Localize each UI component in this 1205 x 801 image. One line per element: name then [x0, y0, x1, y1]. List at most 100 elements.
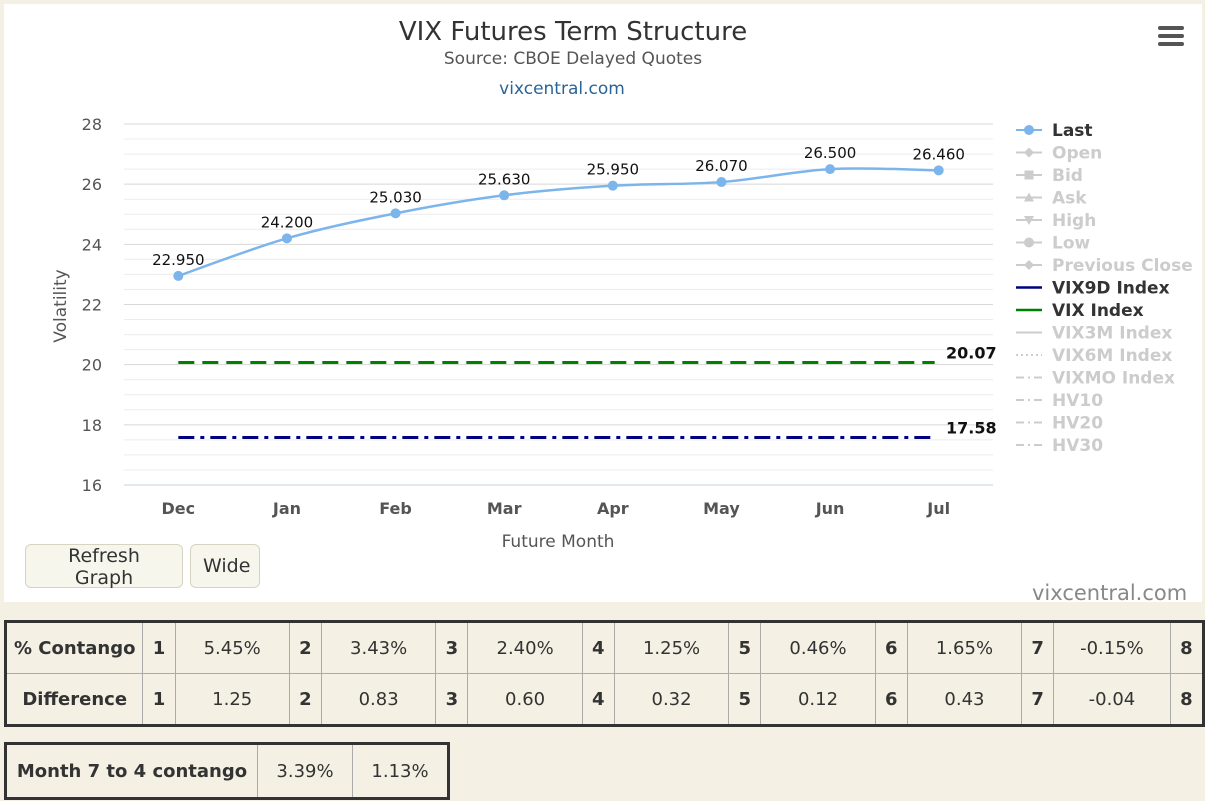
- wide-button[interactable]: Wide: [190, 544, 260, 588]
- x-axis-ticks: Dec Jan Feb Mar Apr May Jun Jul: [162, 499, 951, 518]
- cell-value: 0.43: [906, 673, 1023, 726]
- legend-label: Low: [1052, 234, 1091, 254]
- x-axis-label: Future Month: [502, 532, 615, 552]
- legend-item[interactable]: VIX9D Index: [1016, 279, 1170, 299]
- chart-menu-button[interactable]: [1156, 22, 1186, 52]
- legend-item[interactable]: Open: [1016, 144, 1102, 164]
- table-row: Month 7 to 4 contango 3.39% 1.13%: [5, 743, 449, 799]
- data-label: 25.030: [369, 188, 422, 206]
- month-number: 2: [288, 621, 322, 674]
- credit-text: vixcentral.com: [1032, 581, 1188, 605]
- y-tick-label: 18: [82, 416, 102, 435]
- chart-title: VIX Futures Term Structure: [399, 17, 747, 47]
- contango-table: % Contango 1 5.45% 2 3.43% 3 2.40% 4 1.25% 5 0.46%…: [4, 620, 1205, 727]
- month-number: 5: [728, 673, 762, 726]
- legend-item[interactable]: VIX Index: [1016, 301, 1144, 321]
- data-point[interactable]: [173, 270, 184, 281]
- data-label: 26.460: [912, 145, 965, 163]
- legend-item[interactable]: HV20: [1016, 414, 1103, 434]
- legend-label: Last: [1052, 121, 1093, 141]
- cell-value: 0.83: [320, 673, 437, 726]
- term-structure-chart: VIX Futures Term Structure Source: CBOE …: [51, 17, 1193, 552]
- y-tick-label: 28: [82, 115, 102, 134]
- site-link[interactable]: vixcentral.com: [499, 79, 625, 99]
- y-tick-label: 22: [82, 296, 102, 315]
- x-tick-label: Jun: [815, 499, 845, 518]
- month-number: 8: [1169, 621, 1205, 674]
- legend-item[interactable]: Last: [1016, 121, 1093, 141]
- legend-item[interactable]: Low: [1016, 234, 1091, 254]
- data-point[interactable]: [933, 165, 944, 176]
- month-number: 5: [728, 621, 762, 674]
- month-contango-difference: 1.13%: [352, 743, 449, 799]
- legend-item[interactable]: VIX6M Index: [1016, 346, 1172, 366]
- legend-triangle-icon: [1024, 192, 1034, 202]
- end-value-label: 20.07: [946, 344, 997, 363]
- data-label: 24.200: [261, 213, 314, 231]
- legend-item[interactable]: HV10: [1016, 391, 1103, 411]
- cell-value: 2.40%: [467, 621, 583, 674]
- legend-label: VIX6M Index: [1052, 346, 1172, 366]
- legend-label: Open: [1052, 144, 1102, 164]
- month-number: 4: [581, 621, 615, 674]
- menu-icon-bar: [1158, 34, 1184, 38]
- legend-item[interactable]: Bid: [1016, 166, 1083, 186]
- refresh-graph-button[interactable]: Refresh Graph: [25, 544, 183, 589]
- legend-label: HV10: [1052, 391, 1103, 411]
- legend-label: VIX3M Index: [1052, 324, 1172, 344]
- menu-icon-bar: [1158, 42, 1184, 46]
- x-tick-label: Feb: [379, 499, 412, 518]
- month-contango-label: Month 7 to 4 contango: [5, 743, 258, 799]
- legend-label: VIX Index: [1052, 301, 1144, 321]
- legend-square-icon: [1024, 170, 1034, 180]
- legend-diamond-icon: [1024, 147, 1034, 158]
- legend-item[interactable]: HV30: [1016, 436, 1103, 456]
- x-tick-label: May: [703, 499, 740, 518]
- legend-circle-icon: [1024, 125, 1034, 135]
- month-number: 1: [142, 621, 176, 674]
- y-tick-label: 20: [82, 356, 102, 375]
- y-axis-ticks: 16 18 20 22 24 26 28: [82, 115, 102, 495]
- x-tick-label: Apr: [597, 499, 629, 518]
- data-label: 26.070: [695, 157, 748, 175]
- cell-value: -0.15%: [1053, 621, 1171, 674]
- month-number: 2: [288, 673, 322, 726]
- table-row: % Contango 1 5.45% 2 3.43% 3 2.40% 4 1.25% 5 0.46%…: [4, 621, 1205, 674]
- legend-diamond-icon: [1024, 260, 1034, 270]
- legend-item[interactable]: VIXMO Index: [1016, 369, 1175, 389]
- cell-value: 0.12: [760, 673, 876, 726]
- data-label: 25.630: [478, 170, 531, 188]
- row-label: Difference: [4, 673, 144, 726]
- data-point[interactable]: [281, 233, 292, 244]
- grid-lines: [124, 123, 993, 486]
- legend-item[interactable]: High: [1016, 211, 1096, 231]
- chart-card: VIX Futures Term Structure Source: CBOE …: [4, 4, 1202, 605]
- legend-triangle-down-icon: [1024, 216, 1034, 225]
- legend-label: High: [1052, 211, 1096, 231]
- y-tick-label: 16: [82, 476, 102, 495]
- cell-value: 0.60: [467, 673, 583, 726]
- y-axis-label: Volatility: [51, 269, 71, 342]
- legend-label: HV20: [1052, 414, 1103, 434]
- chart-subtitle: Source: CBOE Delayed Quotes: [444, 49, 702, 69]
- end-value-label: 17.58: [946, 418, 997, 437]
- series-line-last: [177, 167, 939, 278]
- data-label: 26.500: [804, 144, 857, 162]
- x-tick-label: Jul: [926, 499, 950, 518]
- data-point[interactable]: [716, 177, 727, 188]
- legend-label: HV30: [1052, 436, 1103, 456]
- data-point[interactable]: [607, 180, 618, 191]
- data-point[interactable]: [499, 190, 510, 201]
- data-point[interactable]: [825, 164, 836, 175]
- y-tick-label: 24: [82, 235, 102, 254]
- cell-value: 1.25%: [613, 621, 730, 674]
- month-number: 6: [874, 621, 908, 674]
- month-number: 8: [1169, 673, 1205, 726]
- legend-item[interactable]: Ask: [1016, 189, 1087, 209]
- cell-value: 0.32: [613, 673, 730, 726]
- month-contango-percent: 3.39%: [257, 743, 353, 799]
- month-number: 6: [874, 673, 908, 726]
- legend-item[interactable]: Previous Close: [1016, 256, 1193, 276]
- data-point[interactable]: [390, 208, 401, 219]
- legend-item[interactable]: VIX3M Index: [1016, 324, 1172, 344]
